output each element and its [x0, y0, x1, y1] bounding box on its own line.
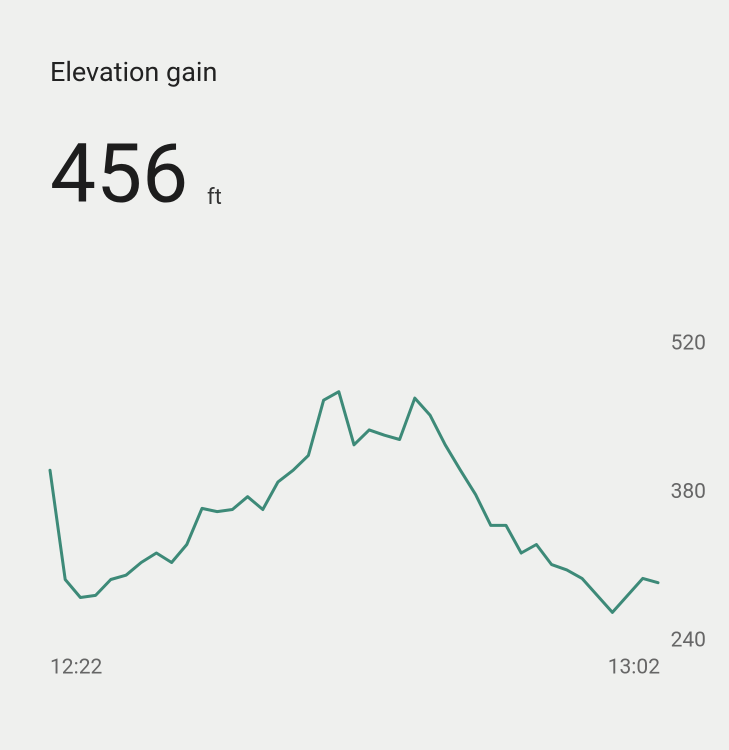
elevation-line [48, 390, 660, 614]
x-tick-label: 13:02 [608, 656, 660, 680]
card-title: Elevation gain [50, 56, 217, 88]
unit: ft [207, 185, 222, 210]
y-tick-label: 240 [671, 629, 706, 653]
big-value: 456 [50, 127, 188, 223]
y-tick-label: 380 [671, 480, 706, 504]
x-tick-label: 12:22 [50, 656, 102, 680]
y-tick-label: 520 [671, 332, 706, 356]
